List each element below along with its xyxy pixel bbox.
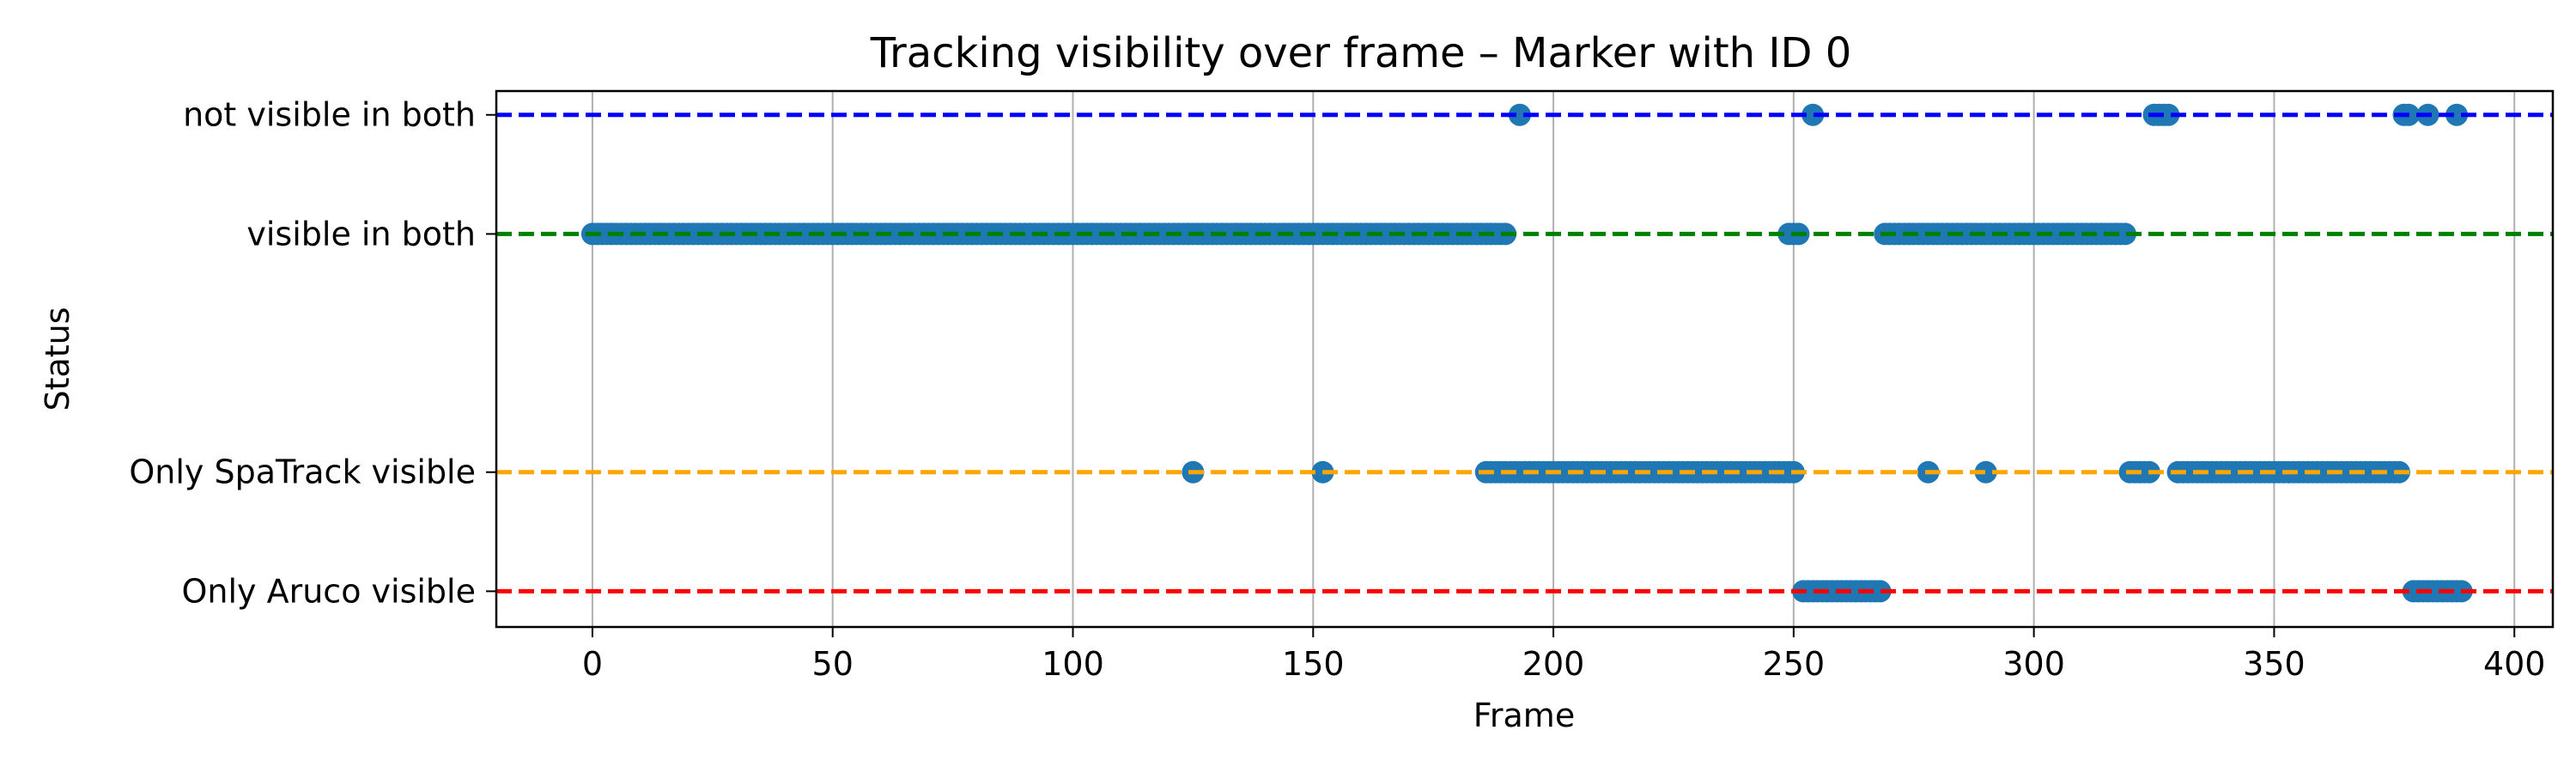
y-tick-label: Only Aruco visible: [181, 572, 476, 610]
data-point: [1508, 103, 1531, 126]
x-axis-label: Frame: [1473, 697, 1575, 734]
x-tick-label: 350: [2243, 645, 2306, 683]
data-point: [2113, 222, 2136, 246]
y-axis-ticks: not visible in both visible in both Only S…: [129, 96, 496, 610]
chart-title: Tracking visibility over frame – Marker …: [870, 29, 1851, 77]
x-tick-label: 0: [582, 645, 603, 683]
y-axis-label: Status: [39, 307, 76, 411]
data-point: [1974, 460, 1997, 484]
reference-lines: [496, 113, 2553, 593]
y-tick-label: visible in both: [246, 215, 476, 253]
x-tick-label: 50: [812, 645, 854, 683]
x-tick-label: 150: [1282, 645, 1345, 683]
y-tick-label: Only SpaTrack visible: [129, 453, 476, 491]
x-axis-ticks: 0 50 100 150 200 250 300 350 400: [582, 627, 2546, 683]
y-tick-label: not visible in both: [183, 96, 476, 134]
data-point: [1801, 103, 1825, 126]
data-point: [1868, 580, 1892, 603]
x-tick-label: 200: [1522, 645, 1585, 683]
grid-layer: [591, 91, 2516, 627]
x-tick-label: 400: [2483, 645, 2546, 683]
data-point: [2157, 103, 2180, 126]
plot-frame: [495, 89, 2555, 629]
x-tick-label: 250: [1763, 645, 1826, 683]
data-point: [2445, 103, 2469, 126]
x-tick-label: 100: [1042, 645, 1104, 683]
data-points: [580, 103, 2473, 603]
x-tick-label: 300: [2002, 645, 2065, 683]
